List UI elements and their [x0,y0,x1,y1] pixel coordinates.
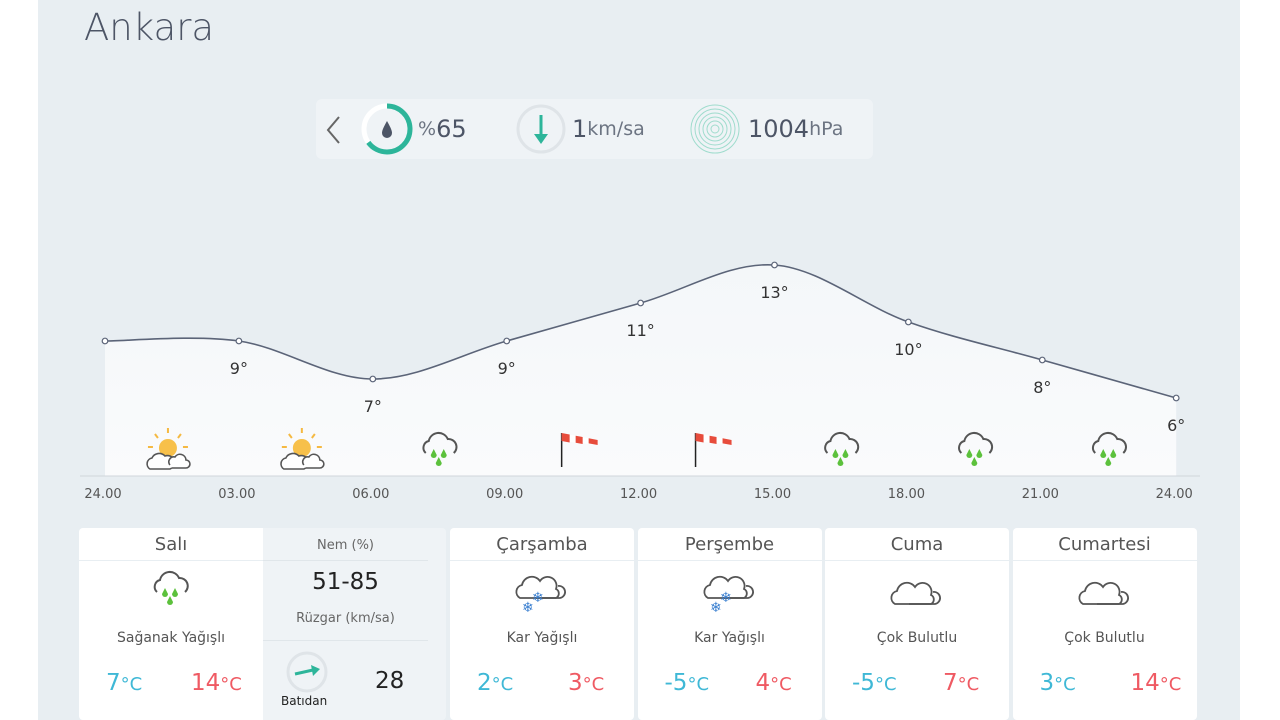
x-tick-label: 12.00 [619,487,658,502]
day-name: Cuma [825,528,1009,561]
wind-label: Rüzgar (km/sa) [263,601,428,641]
city-title: Ankara [84,6,215,49]
snow-icon: ❄ ❄ [510,570,574,622]
high-temp: 14°C [191,670,242,696]
wind-direction-label: Batıdan [281,694,328,708]
svg-text:❄: ❄ [720,590,732,606]
cloudy-icon [885,570,949,622]
high-temp: 7°C [943,670,980,696]
current-stats-bar: % 65 1 km/sa 1004 hPa [316,99,873,159]
forecast-card[interactable]: Cuma Çok Bulutlu -5°C 7°C [825,528,1009,720]
high-temp: 3°C [568,670,605,696]
x-tick-label: 09.00 [486,487,524,502]
humidity-label: Nem (%) [263,528,428,561]
x-tick-label: 21.00 [1021,487,1059,502]
wind-direction-arrow-icon [516,104,566,154]
snow-icon: ❄ ❄ [698,570,762,622]
chevron-left-icon[interactable] [324,115,344,145]
x-tick-label: 06.00 [352,487,390,502]
condition-label: Kar Yağışlı [694,630,765,646]
condition-label: Kar Yağışlı [506,630,578,646]
x-tick-label: 24.00 [84,487,122,502]
humidity-gauge-icon [361,103,413,155]
day-name: Salı [79,528,263,561]
forecast-card[interactable]: Cumartesi Çok Bulutlu 3°C 14°C [1012,528,1197,720]
humidity-range: 51-85 [312,569,379,595]
day-name: Çarşamba [450,528,634,561]
high-temp: 14°C [1130,670,1182,696]
x-tick-label: 15.00 [753,487,792,502]
condition-label: Sağanak Yağışlı [117,630,225,646]
high-temp: 4°C [755,670,792,696]
rain-icon [147,570,195,614]
condition-label: Çok Bulutlu [876,630,958,646]
svg-text:❄: ❄ [710,600,722,616]
humidity-stat: % 65 [360,99,467,159]
pressure-stat: 1004 hPa [688,99,843,159]
x-tick-label: 03.00 [218,487,256,502]
low-temp: -5°C [664,670,710,696]
today-card[interactable]: Salı Sağanak Yağışlı 7°C 14°C [79,528,263,720]
low-temp: -5°C [852,670,897,696]
today-details: Nem (%) 51-85 Rüzgar (km/sa) Batıdan 28 [263,528,446,720]
low-temp: 2°C [477,670,514,696]
day-name: Perşembe [637,528,822,561]
svg-text:❄: ❄ [532,590,544,606]
low-temp: 3°C [1039,670,1076,696]
wind-direction-east-icon [286,651,328,693]
day-name: Cumartesi [1012,528,1197,561]
pressure-icon [690,104,740,154]
x-tick-label: 18.00 [887,487,925,502]
condition-label: Çok Bulutlu [1064,630,1145,646]
svg-text:❄: ❄ [522,600,534,616]
low-temp: 7°C [106,670,143,696]
wind-stat: 1 km/sa [514,99,645,159]
wind-speed: 28 [375,668,405,694]
forecast-card[interactable]: Perşembe ❄ ❄ Kar Yağışlı -5°C 4°C [637,528,822,720]
cloudy-icon [1073,570,1137,622]
forecast-card[interactable]: Çarşamba ❄ ❄ Kar Yağışlı 2°C 3°C [450,528,634,720]
x-tick-label: 24.00 [1155,487,1193,502]
